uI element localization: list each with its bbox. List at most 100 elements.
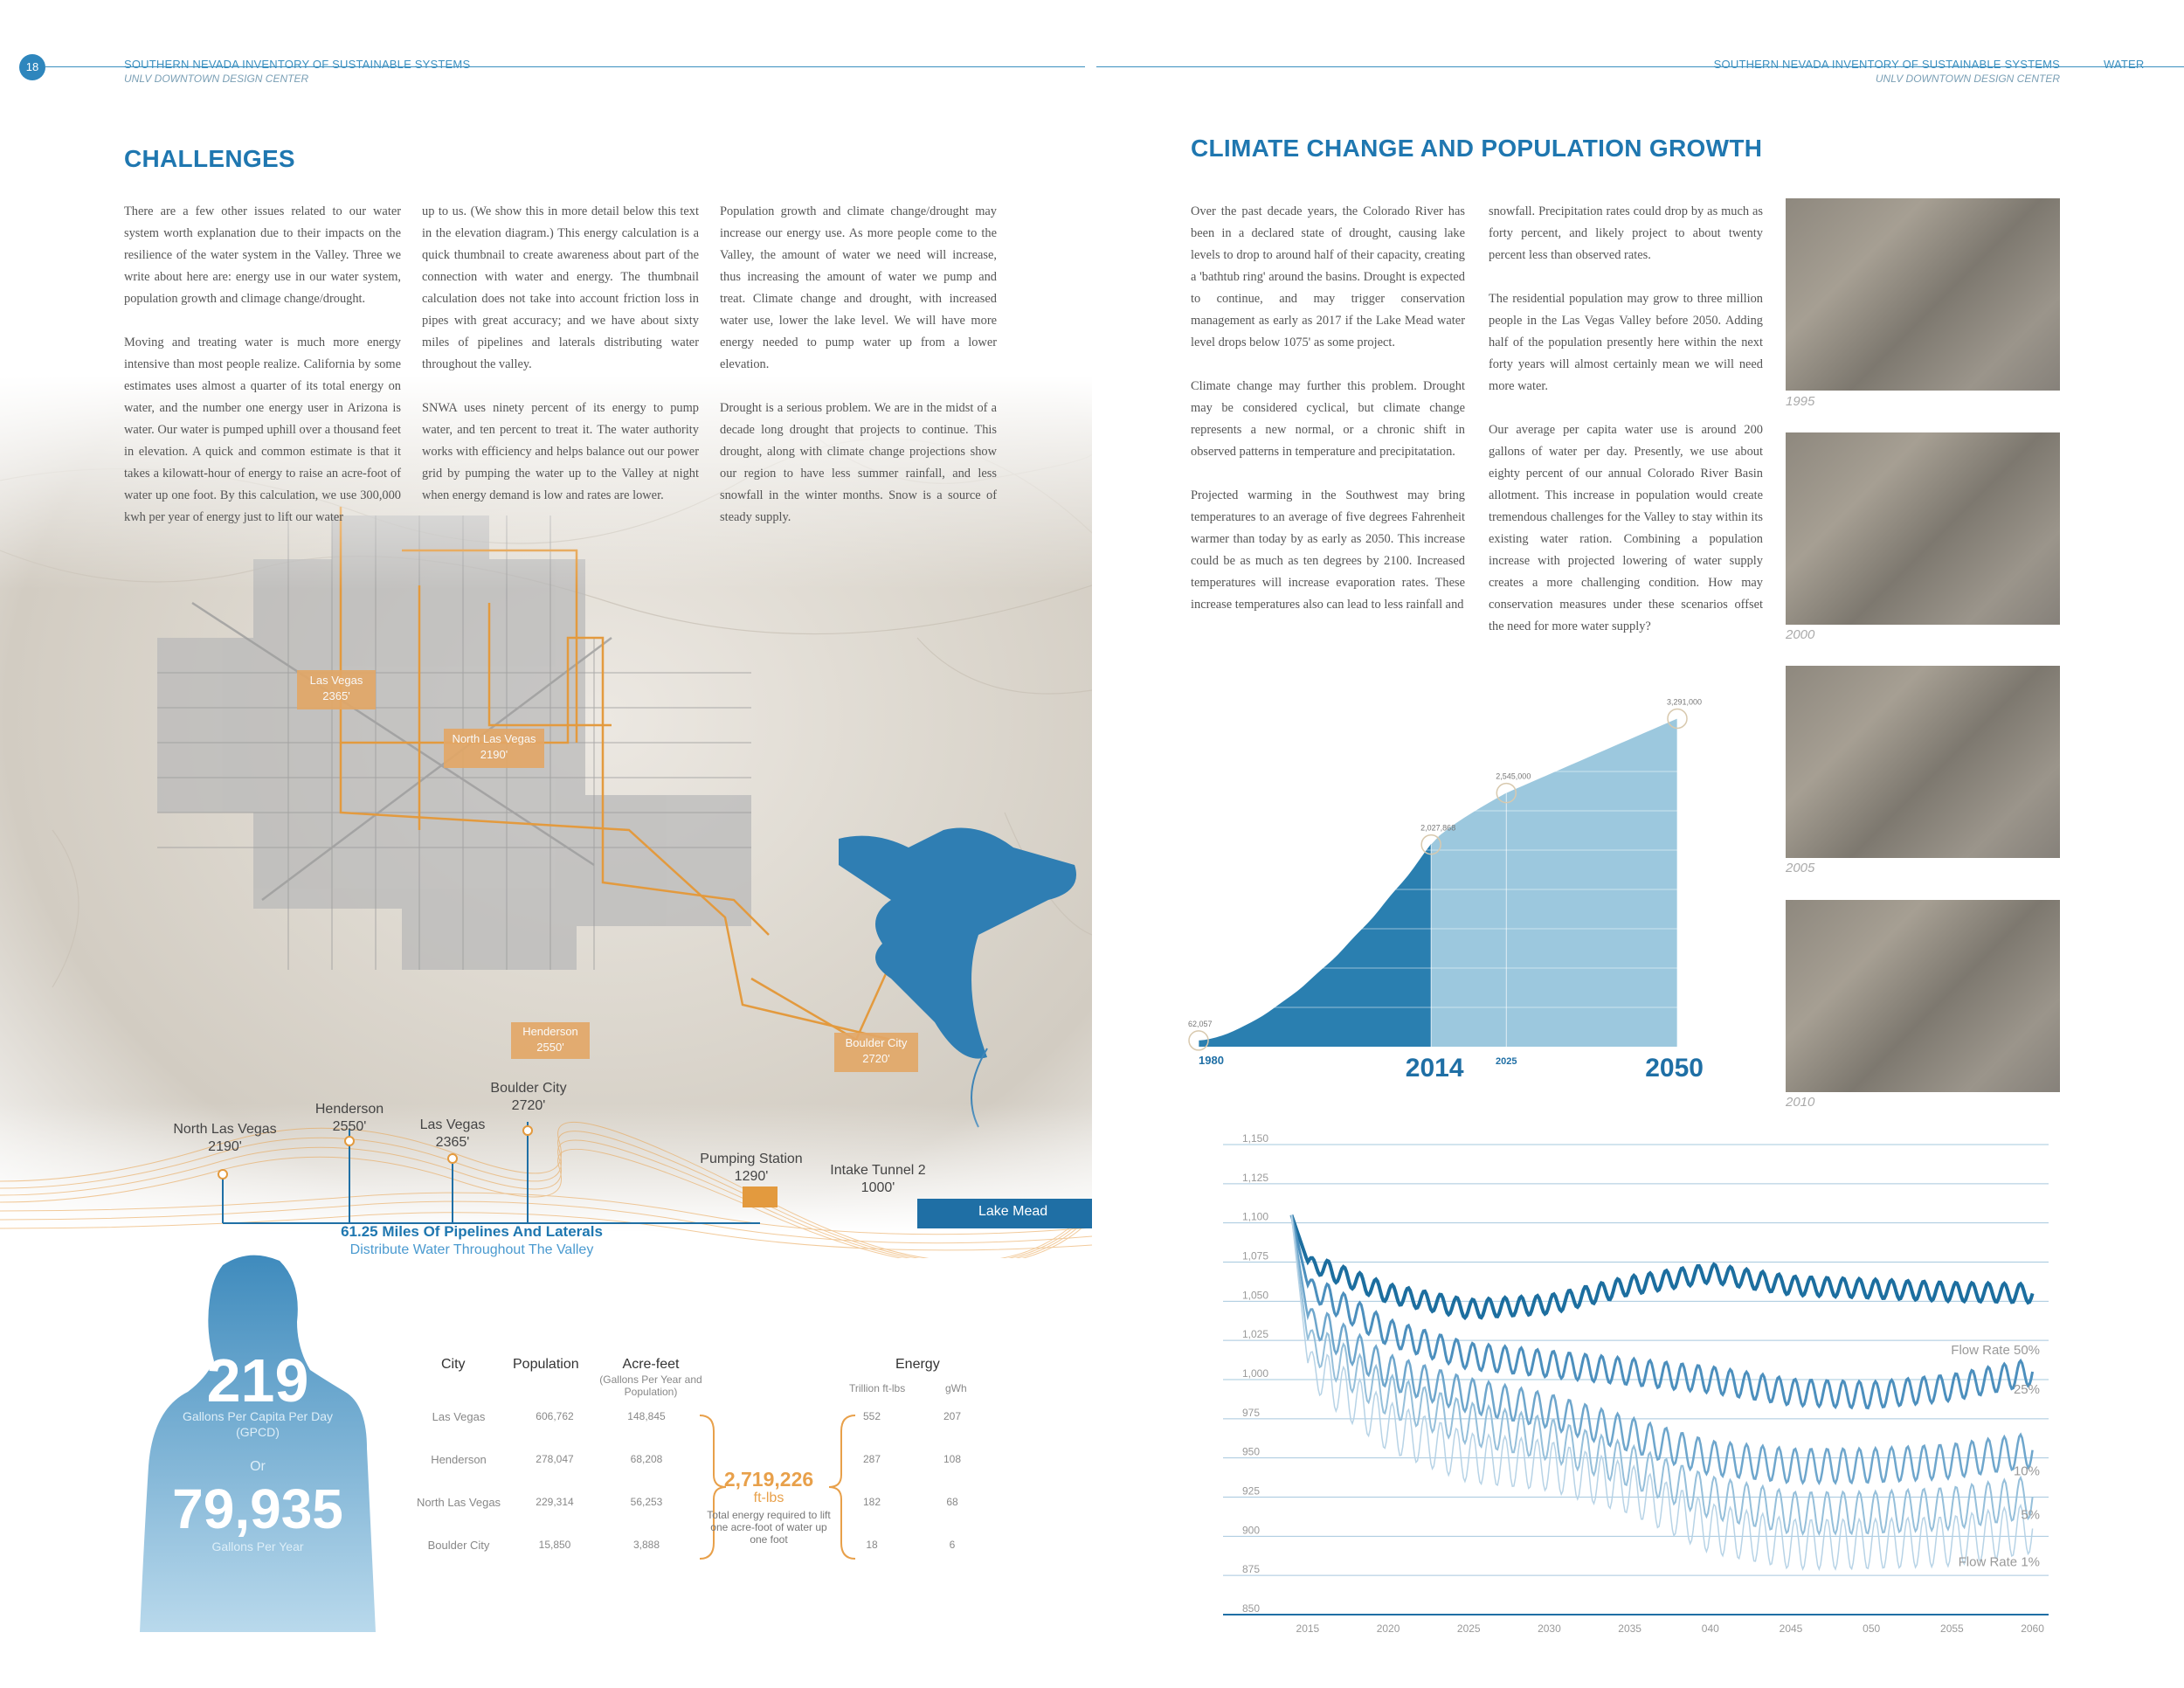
climate-column-1: Over the past decade years, the Colorado… bbox=[1191, 201, 1465, 638]
challenges-title: CHALLENGES bbox=[124, 145, 295, 172]
map-label-text: Boulder City bbox=[845, 1036, 908, 1049]
paragraph: Population growth and climate change/dro… bbox=[720, 204, 997, 371]
series-line bbox=[1289, 1214, 2035, 1321]
cell-trillion-ft-lbs: 287 bbox=[862, 1453, 881, 1465]
y-tick-label: 1,025 bbox=[1242, 1328, 1268, 1340]
map-drawing bbox=[0, 376, 1092, 1232]
pipeline-total-title: 61.25 Miles Of Pipelines And Laterals bbox=[341, 1223, 603, 1240]
y-tick-label: 1,000 bbox=[1242, 1367, 1268, 1380]
elev-value: 2365' bbox=[435, 1135, 470, 1150]
header-right-title: SOUTHERN NEVADA INVENTORY OF SUSTAINABLE… bbox=[1713, 58, 2060, 71]
x-tick-label: 040 bbox=[1702, 1622, 1719, 1634]
map-label-text: Las Vegas bbox=[309, 674, 363, 687]
data-point-marker bbox=[1188, 1030, 1209, 1051]
table-header-energy: Energy bbox=[895, 1357, 940, 1372]
population-area-chart: 62,057 2,027,868 2,545,000 3,291,000 1980 201… bbox=[1188, 697, 1704, 1083]
map-label-henderson: Henderson 2550' bbox=[511, 1022, 590, 1059]
series-label: 25% bbox=[2014, 1382, 2040, 1397]
elev-value: 2550' bbox=[332, 1119, 367, 1134]
elev-name: Las Vegas bbox=[419, 1117, 486, 1132]
elev-name: Boulder City bbox=[490, 1081, 567, 1096]
table-row: North Las Vegas 229,314 56,253 182 68 bbox=[411, 1496, 987, 1539]
x-axis-label: 2050 bbox=[1645, 1054, 1704, 1083]
cell-population: 606,762 bbox=[536, 1410, 574, 1422]
elev-name: Intake Tunnel 2 bbox=[830, 1163, 926, 1178]
map-label-elevation: 2365' bbox=[322, 689, 350, 702]
x-tick-label: 2060 bbox=[2021, 1622, 2044, 1634]
series-label: 5% bbox=[2021, 1507, 2040, 1522]
photo-year-label: 2000 bbox=[1786, 627, 1815, 642]
data-point-marker bbox=[1496, 782, 1517, 804]
series-label: Flow Rate 50% bbox=[1951, 1343, 2040, 1358]
gpcd-or: Or bbox=[250, 1459, 266, 1474]
page-number-badge: 18 bbox=[19, 54, 45, 80]
y-tick-label: 900 bbox=[1242, 1524, 1260, 1536]
table-header-trillion-ft-lbs: Trillion ft-lbs bbox=[849, 1382, 906, 1394]
map-label-elevation: 2190' bbox=[480, 748, 508, 761]
series-label: 10% bbox=[2014, 1463, 2040, 1478]
x-tick-label: 2045 bbox=[1780, 1622, 1803, 1634]
paragraph: Climate change may further this problem.… bbox=[1191, 379, 1465, 459]
table-header-acre-feet-sub: (Gallons Per Year and Population) bbox=[599, 1373, 702, 1398]
cell-city: North Las Vegas bbox=[416, 1496, 501, 1509]
photo-year-label: 1995 bbox=[1786, 394, 1815, 409]
left-page: Las Vegas 2365' North Las Vegas 2190' He… bbox=[0, 145, 1092, 1632]
series-line bbox=[1289, 1214, 2035, 1410]
paragraph: Drought is a serious problem. We are in … bbox=[720, 401, 997, 524]
x-tick-label: 2035 bbox=[1618, 1622, 1641, 1634]
y-tick-label: 925 bbox=[1242, 1485, 1260, 1498]
cell-gwh: 108 bbox=[943, 1453, 962, 1465]
paragraph: snowfall. Precipitation rates could drop… bbox=[1489, 204, 1763, 262]
gpcd-label: Gallons Per Capita Per Day (GPCD) bbox=[183, 1409, 333, 1439]
cell-acre-feet: 68,208 bbox=[630, 1453, 663, 1465]
table-header-population: Population bbox=[513, 1357, 579, 1372]
elev-label-lake-mead: Lake Mead bbox=[978, 1204, 1048, 1219]
data-point-label: 62,057 bbox=[1188, 1020, 1213, 1028]
elev-name: North Las Vegas bbox=[173, 1122, 277, 1137]
cell-population: 229,314 bbox=[536, 1496, 574, 1508]
cell-acre-feet: 3,888 bbox=[632, 1539, 660, 1551]
satellite-photo-2010 bbox=[1786, 900, 2060, 1092]
y-tick-label: 975 bbox=[1242, 1407, 1260, 1419]
gpcd-value: 219 bbox=[206, 1346, 309, 1415]
elev-name: Pumping Station bbox=[700, 1152, 803, 1166]
cell-population: 15,850 bbox=[538, 1539, 571, 1551]
data-point-label: 3,291,000 bbox=[1667, 697, 1702, 706]
map-label-boulder-city: Boulder City 2720' bbox=[834, 1033, 918, 1072]
header-rule-right bbox=[1096, 66, 2184, 67]
elev-label-henderson: Henderson 2550' bbox=[301, 1101, 397, 1136]
elev-name: Henderson bbox=[314, 1102, 384, 1117]
elev-label-intake-tunnel: Intake Tunnel 2 1000' bbox=[817, 1162, 939, 1197]
terrain-map: Las Vegas 2365' North Las Vegas 2190' He… bbox=[0, 376, 1092, 1232]
cell-acre-feet: 56,253 bbox=[630, 1496, 663, 1508]
header-left-title: SOUTHERN NEVADA INVENTORY OF SUSTAINABLE… bbox=[124, 58, 471, 71]
x-tick-label: 2025 bbox=[1457, 1622, 1481, 1634]
series-line bbox=[1290, 1214, 2034, 1537]
total-energy-unit: ft-lbs bbox=[753, 1491, 784, 1505]
series-line bbox=[1290, 1214, 2034, 1486]
map-label-elevation: 2720' bbox=[862, 1052, 890, 1065]
header-section-label: WATER bbox=[2104, 58, 2145, 71]
cell-city: Las Vegas bbox=[432, 1410, 486, 1423]
header-left-subtitle: UNLV DOWNTOWN DESIGN CENTER bbox=[124, 73, 309, 85]
table-body: Las Vegas 606,762 148,845 552 207 Hender… bbox=[411, 1410, 987, 1581]
climate-title: CLIMATE CHANGE AND POPULATION GROWTH bbox=[1191, 135, 1763, 162]
y-tick-label: 875 bbox=[1242, 1563, 1260, 1575]
challenges-column-1: There are a few other issues related to … bbox=[124, 201, 401, 550]
map-label-elevation: 2550' bbox=[536, 1041, 564, 1054]
x-tick-label: 2015 bbox=[1296, 1622, 1320, 1634]
paragraph: Moving and treating water is much more e… bbox=[124, 336, 401, 524]
projected-population-area bbox=[1431, 718, 1677, 1047]
data-point-marker bbox=[1420, 834, 1441, 855]
map-label-text: Henderson bbox=[522, 1025, 578, 1038]
lake-level-line-chart: 1,150 1,125 1,100 1,075 1,050 1,025 1,000 975 95… bbox=[1223, 1132, 2049, 1634]
elev-label-las-vegas: Las Vegas 2365' bbox=[406, 1117, 499, 1152]
satellite-photo-2005 bbox=[1786, 666, 2060, 858]
cell-acre-feet: 148,845 bbox=[627, 1410, 666, 1422]
table-row: Boulder City 15,850 3,888 18 6 bbox=[411, 1539, 987, 1581]
paragraph: There are a few other issues related to … bbox=[124, 204, 401, 306]
series-label: Flow Rate 1% bbox=[1959, 1554, 2040, 1569]
paragraph: Over the past decade years, the Colorado… bbox=[1191, 204, 1465, 349]
table-row: Las Vegas 606,762 148,845 552 207 bbox=[411, 1410, 987, 1453]
challenges-column-3: Population growth and climate change/dro… bbox=[720, 201, 997, 550]
